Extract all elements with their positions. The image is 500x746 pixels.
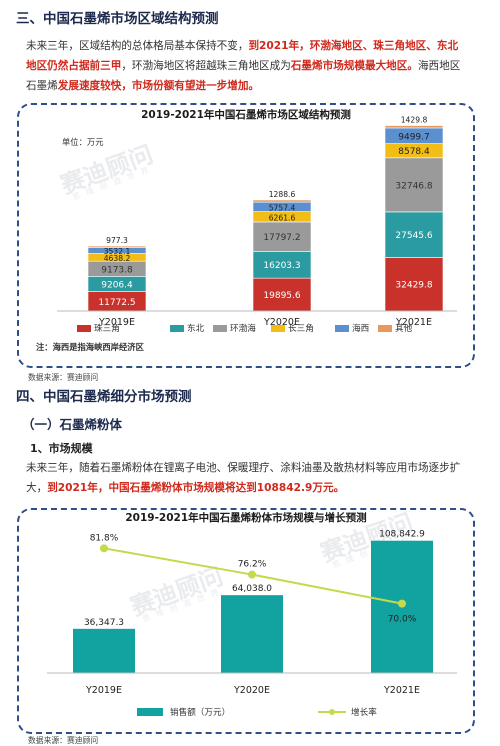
chart1-data-label: 4638.2	[104, 254, 131, 263]
legend-swatch	[213, 324, 227, 332]
legend-label: 其他	[395, 324, 413, 334]
section4-paragraph: 未来三年，随着石墨烯粉体在锂离子电池、保暖理疗、涂料油墨及散热材料等应用市场逐步…	[26, 458, 466, 498]
legend-swatch	[170, 324, 184, 332]
body-text: 未来三年，区域结构的总体格局基本保持不变，	[26, 40, 249, 52]
chart1-data-label: 3532.1	[104, 247, 131, 256]
chart2-bar-label: 64,038.0	[232, 584, 272, 594]
legend-label: 珠三角	[94, 324, 120, 334]
chart1-data-label: 11772.5	[98, 298, 135, 308]
highlight-text: 石墨烯市场规模最大地区。	[290, 60, 418, 72]
chart1-bar-segment	[252, 251, 312, 279]
chart2-bar-label: 108,842.9	[379, 530, 425, 540]
chart1-source: 数据来源：赛迪顾问	[28, 373, 99, 382]
legend-label: 东北	[187, 324, 205, 334]
chart1-data-label: 8578.4	[398, 147, 430, 157]
chart1-x-tick-label: Y2019E	[98, 317, 135, 328]
chart1-data-label: 6261.6	[269, 213, 296, 222]
chart1-data-label: 17797.2	[263, 233, 300, 243]
chart1-bar-segment	[252, 199, 312, 203]
legend-swatch	[335, 324, 349, 332]
chart2-growth-point	[398, 599, 406, 608]
chart1-data-label: 32429.8	[395, 281, 432, 291]
legend-label: 环渤海	[230, 324, 256, 334]
chart1-title: 2019-2021年中国石墨烯市场区域结构预测	[141, 109, 351, 121]
chart2-legend-item-growth: 增长率	[317, 706, 377, 718]
chart1-data-label: 5757.4	[269, 203, 296, 212]
legend-label: 销售额（万元）	[170, 708, 231, 718]
chart2-x-tick-label: Y2021E	[383, 685, 420, 696]
legend-swatch	[271, 324, 285, 332]
chart1-data-label: 16203.3	[263, 261, 300, 271]
highlight-text: 发展速度较快，市场份额有望进一步增加。	[57, 80, 260, 92]
chart1-legend-item: 东北	[170, 322, 204, 334]
chart1-data-label: 977.3	[106, 236, 128, 245]
chart1-data-label: 9173.8	[101, 265, 133, 275]
highlight-text: 到2021年，中国石墨烯粉体市场规模将达到108842.9万元。	[47, 482, 345, 494]
chart2-source: 数据来源：赛迪顾问	[28, 736, 99, 745]
chart1-x-tick-label: Y2020E	[263, 317, 300, 328]
legend-label: 海西	[352, 324, 370, 334]
chart2-x-tick-label: Y2020E	[233, 685, 270, 696]
chart1-note: 注：海西是指海峡西岸经济区	[36, 342, 144, 352]
section4-sub1: （一）石墨烯粉体	[22, 417, 123, 432]
chart1-legend-item: 其他	[378, 322, 412, 334]
section4-sub2: 1、市场规模	[30, 442, 93, 455]
chart2-bar	[73, 628, 135, 673]
highlight-text: 到2021年，环渤海地区、珠三角地区、东北地区仍然占据前三甲	[26, 40, 459, 72]
chart1-bar-segment	[384, 211, 444, 258]
body-text: 海西地区石墨烯	[26, 60, 461, 92]
chart1-legend-item: 海西	[335, 322, 369, 334]
chart1-bar-segment	[87, 245, 147, 248]
chart1-legend-item: 珠三角	[77, 322, 120, 334]
chart2-growth-label: 70.0%	[388, 615, 417, 625]
chart1-data-label: 19895.6	[263, 291, 300, 301]
chart2-growth-label: 81.8%	[90, 533, 119, 543]
chart1-legend: 珠三角 东北 环渤海 长三角 海西 其他	[17, 322, 475, 336]
legend-swatch	[137, 708, 163, 716]
chart2-title: 2019-2021年中国石墨烯粉体市场规模与增长预测	[125, 512, 367, 524]
chart1-data-label: 9499.7	[398, 132, 430, 142]
chart2-growth-point	[248, 570, 256, 579]
chart2-growth-label: 76.2%	[238, 560, 267, 570]
section3-paragraph: 未来三年，区域结构的总体格局基本保持不变，到2021年，环渤海地区、珠三角地区、…	[26, 36, 466, 96]
chart1-bar-segment	[252, 221, 312, 252]
chart2-svg: 36,347.3 64,038.0 108,842.9 81.8% 76.2% 70.0…	[47, 530, 457, 696]
legend-swatch	[77, 324, 91, 332]
chart2-legend-item-sales: 销售额（万元）	[137, 706, 230, 718]
chart2-bar-label: 36,347.3	[84, 618, 124, 628]
chart1-unit: 单位：万元	[62, 137, 104, 147]
chart2-legend: 销售额（万元） 增长率	[17, 706, 475, 720]
chart1-data-label: 1288.6	[269, 190, 296, 199]
legend-line-swatch	[318, 709, 346, 715]
chart2-growth-point	[100, 544, 108, 553]
chart2-frame	[17, 508, 475, 734]
chart1-data-label: 32746.8	[395, 181, 432, 191]
chart1-bar-segment	[384, 257, 444, 312]
chart1-legend-item: 环渤海	[213, 322, 256, 334]
body-text: ，环渤海地区将超越珠三角地区成为	[121, 60, 291, 72]
chart1-x-tick-label: Y2021E	[395, 317, 432, 328]
section4-title: 四、中国石墨烯细分市场预测	[16, 389, 192, 405]
body-text: 未来三年，随着石墨烯粉体在锂离子电池、保暖理疗、涂料油墨及散热材料等应用市场逐步…	[26, 462, 461, 494]
chart1-data-label: 27545.6	[395, 231, 432, 241]
chart1-frame	[17, 103, 475, 368]
chart2-bar	[221, 595, 283, 673]
legend-swatch	[378, 324, 392, 332]
chart1-data-label: 1429.8	[401, 116, 428, 125]
chart2-x-tick-label: Y2019E	[85, 685, 122, 696]
chart1-bar-segment	[384, 125, 444, 129]
chart1-data-label: 9206.4	[101, 280, 133, 290]
legend-label: 增长率	[351, 708, 377, 718]
chart1-bar-segment	[384, 157, 444, 213]
section3-title: 三、中国石墨烯市场区域结构预测	[16, 11, 219, 27]
legend-label: 长三角	[288, 324, 314, 334]
chart1-legend-item: 长三角	[271, 322, 314, 334]
